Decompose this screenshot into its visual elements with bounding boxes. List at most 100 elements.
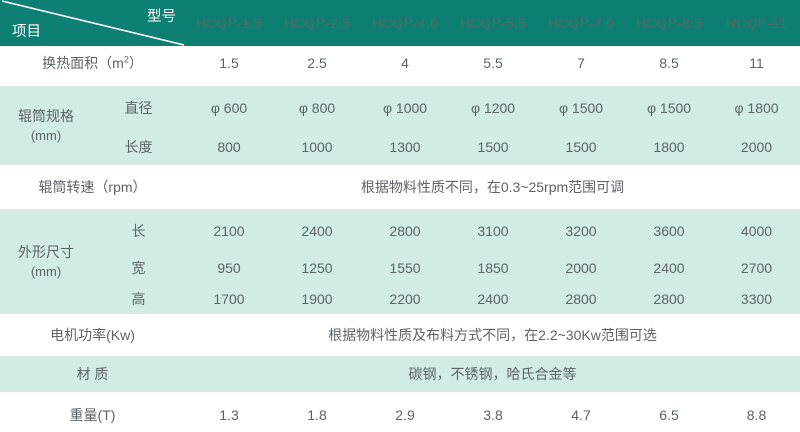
- cell-overall-height-2: 1900: [273, 283, 361, 314]
- label-roller-speed: 辊筒转速（rpm）: [0, 171, 185, 203]
- note-roller-speed: 根据物料性质不同，在0.3~25rpm范围可调: [185, 171, 800, 203]
- row-heat-transfer-area: 换热面积（m2） 1.5 2.5 4 5.5 7 8.5 11: [0, 46, 800, 80]
- row-roller-diameter: 辊筒规格 (mm) 直径 φ 600 φ 800 φ 1000 φ 1200 φ…: [0, 86, 800, 165]
- spacer-row-6: [0, 392, 800, 398]
- header-model-3: HCQP-4.0: [361, 0, 449, 46]
- label-heat-area-sup: 2: [123, 53, 129, 64]
- cell-overall-height-4: 2400: [449, 283, 537, 314]
- cell-overall-height-6: 2800: [625, 283, 713, 314]
- row-motor-power: 电机功率(Kw) 根据物料性质及布料方式不同，在2.2~30Kw范围可选: [0, 320, 800, 350]
- cell-heat-area-6: 8.5: [625, 46, 713, 80]
- row-material: 材 质 碳钢，不锈钢，哈氏合金等: [0, 356, 800, 392]
- spacer-row-5: [0, 350, 800, 356]
- spacer-cell: [0, 392, 800, 398]
- cell-overall-length-7: 4000: [713, 209, 800, 252]
- note-material: 碳钢，不锈钢，哈氏合金等: [185, 356, 800, 392]
- header-item-label: 项目: [12, 24, 41, 40]
- cell-overall-width-4: 1850: [449, 252, 537, 283]
- label-heat-transfer-area: 换热面积（m2）: [0, 46, 185, 80]
- cell-overall-width-6: 2400: [625, 252, 713, 283]
- label-overall-size: 外形尺寸 (mm): [0, 209, 92, 314]
- cell-overall-length-5: 3200: [537, 209, 625, 252]
- label-roller-spec: 辊筒规格 (mm): [0, 86, 92, 165]
- spacer-cell: [0, 350, 800, 356]
- cell-heat-area-3: 4: [361, 46, 449, 80]
- cell-overall-width-7: 2700: [713, 252, 800, 283]
- cell-diameter-1: φ 600: [185, 86, 273, 129]
- header-model-2: HCQP-2.5: [273, 0, 361, 46]
- cell-overall-height-1: 1700: [185, 283, 273, 314]
- cell-roller-length-5: 1500: [537, 129, 625, 165]
- sublabel-diameter: 直径: [92, 86, 185, 129]
- cell-heat-area-4: 5.5: [449, 46, 537, 80]
- cell-heat-area-7: 11: [713, 46, 800, 80]
- cell-overall-length-6: 3600: [625, 209, 713, 252]
- header-model-4: HCQP-5.5: [449, 0, 537, 46]
- cell-roller-length-2: 1000: [273, 129, 361, 165]
- cell-roller-length-4: 1500: [449, 129, 537, 165]
- cell-diameter-3: φ 1000: [361, 86, 449, 129]
- cell-heat-area-1: 1.5: [185, 46, 273, 80]
- header-model-6: HCQP-8.5: [625, 0, 713, 46]
- label-roller-spec-line2: (mm): [30, 127, 62, 143]
- label-overall-size-line2: (mm): [30, 263, 62, 279]
- cell-weight-1: 1.3: [185, 398, 273, 432]
- spacer-row-4: [0, 314, 800, 320]
- spacer-cell: [0, 314, 800, 320]
- label-motor-power: 电机功率(Kw): [0, 320, 185, 350]
- cell-overall-length-4: 3100: [449, 209, 537, 252]
- row-roller-length: 长度 800 1000 1300 1500 1500 1800 2000: [0, 129, 800, 165]
- spacer-cell: [0, 203, 800, 209]
- row-overall-height: 高 1700 1900 2200 2400 2800 2800 3300: [0, 283, 800, 314]
- cell-heat-area-5: 7: [537, 46, 625, 80]
- cell-heat-area-2: 2.5: [273, 46, 361, 80]
- cell-weight-6: 6.5: [625, 398, 713, 432]
- row-overall-length: 外形尺寸 (mm) 长 2100 2400 2800 3100 3200 360…: [0, 209, 800, 314]
- spacer-cell: [0, 80, 800, 86]
- sublabel-overall-height: 高: [92, 283, 185, 314]
- cell-diameter-7: φ 1800: [713, 86, 800, 129]
- spacer-row-2: [0, 165, 800, 171]
- row-overall-width: 宽 950 1250 1550 1850 2000 2400 2700: [0, 252, 800, 283]
- cell-overall-width-3: 1550: [361, 252, 449, 283]
- cell-roller-length-7: 2000: [713, 129, 800, 165]
- label-heat-area-tail: ）: [128, 54, 143, 71]
- cell-overall-height-7: 3300: [713, 283, 800, 314]
- cell-overall-width-5: 2000: [537, 252, 625, 283]
- cell-diameter-6: φ 1500: [625, 86, 713, 129]
- cell-overall-height-5: 2800: [537, 283, 625, 314]
- cell-overall-height-3: 2200: [361, 283, 449, 314]
- cell-weight-2: 1.8: [273, 398, 361, 432]
- cell-weight-5: 4.7: [537, 398, 625, 432]
- label-weight: 重量(T): [0, 398, 185, 432]
- cell-diameter-4: φ 1200: [449, 86, 537, 129]
- row-weight: 重量(T) 1.3 1.8 2.9 3.8 4.7 6.5 8.8: [0, 398, 800, 432]
- table-header-row: 型号 项目 HCQP-1.5 HCQP-2.5 HCQP-4.0 HCQP-5.…: [0, 0, 800, 46]
- spacer-row-3: [0, 203, 800, 209]
- sublabel-roller-length: 长度: [92, 129, 185, 165]
- cell-roller-length-3: 1300: [361, 129, 449, 165]
- spacer-row-1: [0, 80, 800, 86]
- cell-overall-width-2: 1250: [273, 252, 361, 283]
- cell-overall-length-2: 2400: [273, 209, 361, 252]
- header-model-1: HCQP-1.5: [185, 0, 273, 46]
- cell-overall-length-3: 2800: [361, 209, 449, 252]
- row-roller-speed: 辊筒转速（rpm） 根据物料性质不同，在0.3~25rpm范围可调: [0, 171, 800, 203]
- cell-roller-length-6: 1800: [625, 129, 713, 165]
- header-corner-cell: 型号 项目: [0, 0, 185, 46]
- cell-roller-length-1: 800: [185, 129, 273, 165]
- cell-overall-length-1: 2100: [185, 209, 273, 252]
- spacer-cell: [0, 165, 800, 171]
- label-overall-size-line1: 外形尺寸: [18, 243, 74, 260]
- cell-overall-width-1: 950: [185, 252, 273, 283]
- sublabel-overall-width: 宽: [92, 252, 185, 283]
- label-heat-area-main: 换热面积（m: [42, 54, 124, 71]
- cell-diameter-5: φ 1500: [537, 86, 625, 129]
- header-model-7: HCQP-11: [713, 0, 800, 46]
- sublabel-overall-length: 长: [92, 209, 185, 252]
- cell-weight-4: 3.8: [449, 398, 537, 432]
- label-material: 材 质: [0, 356, 185, 392]
- cell-diameter-2: φ 800: [273, 86, 361, 129]
- header-model-5: HCQP-7.0: [537, 0, 625, 46]
